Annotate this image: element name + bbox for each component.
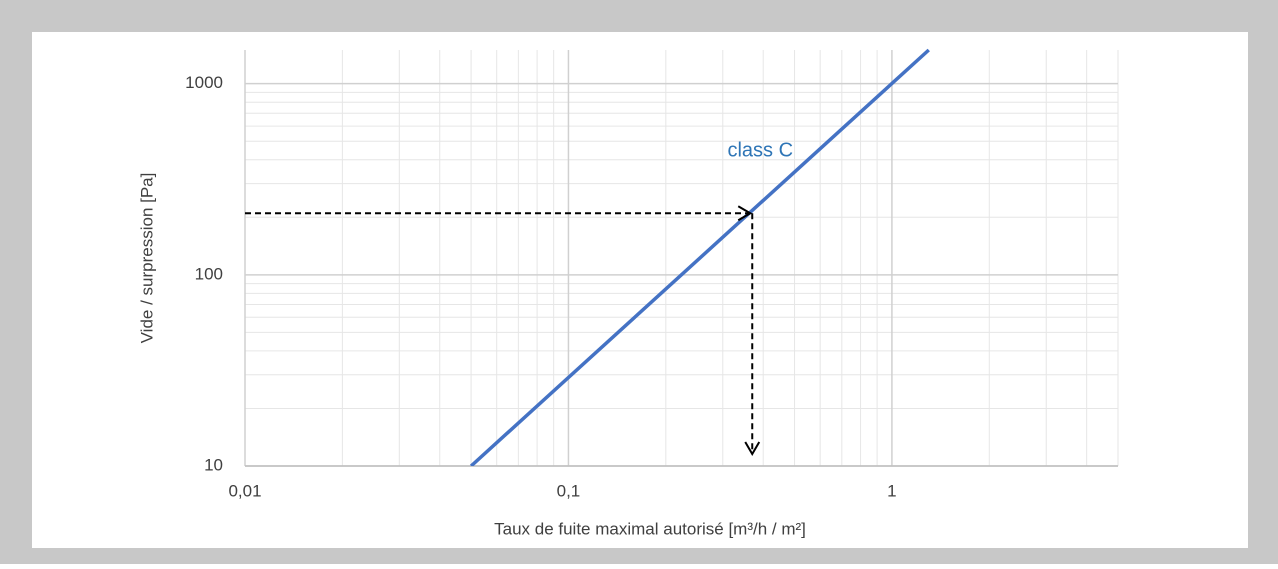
line xyxy=(469,48,930,466)
chart-area xyxy=(32,32,1248,548)
y-tick-label: 10 xyxy=(204,455,223,474)
y-axis-label: Vide / surpression [Pa] xyxy=(137,173,156,344)
annotation-label: class C xyxy=(727,140,793,162)
x-tick-label: 0,1 xyxy=(557,481,581,500)
arrow-head xyxy=(737,205,753,222)
x-tick-label: 1 xyxy=(887,481,896,500)
x-axis-label: Taux de fuite maximal autorisé [m³/h / m… xyxy=(494,519,806,538)
x-tick-label: 0,01 xyxy=(228,481,261,500)
y-tick-label: 1000 xyxy=(185,73,223,92)
y-tick-label: 100 xyxy=(195,264,223,283)
arrow-head xyxy=(744,441,761,456)
